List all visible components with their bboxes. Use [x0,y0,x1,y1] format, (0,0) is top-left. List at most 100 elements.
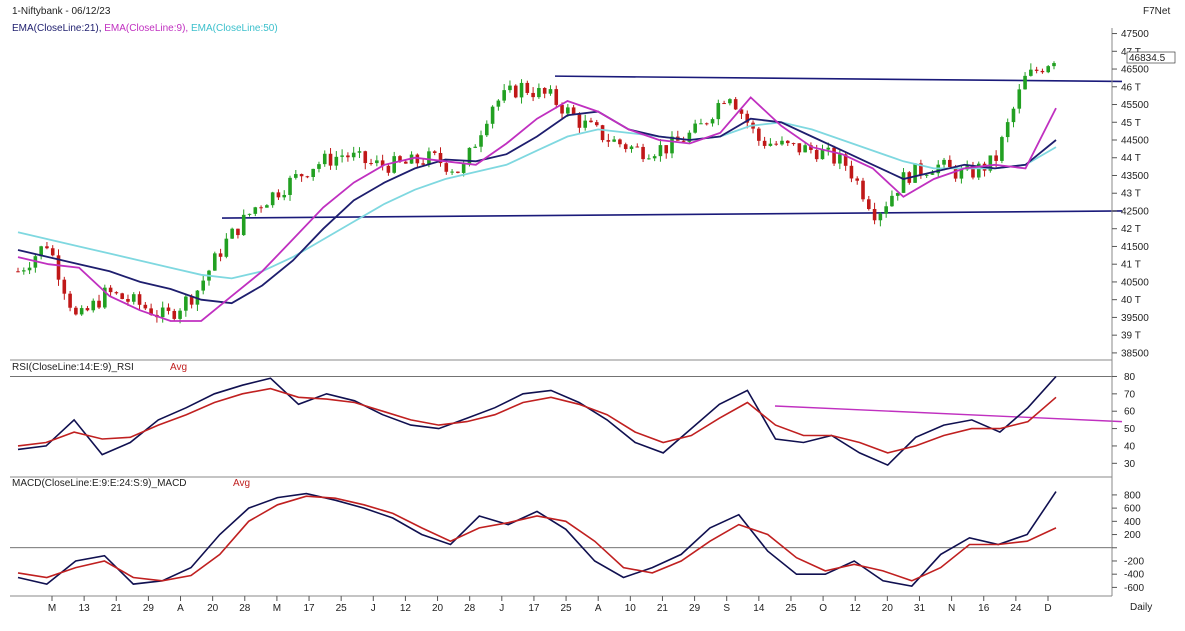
x-tick-label: 16 [978,603,990,614]
x-tick-label: 28 [464,603,476,614]
candle-up [895,192,900,196]
candle-down [948,159,952,168]
candle-down [919,163,923,175]
candle-up [91,300,96,311]
x-tick-label: 31 [914,603,926,614]
candle-up [629,146,634,150]
candle-up [710,119,715,124]
x-tick-label: 20 [882,603,894,614]
candle-down [513,85,518,98]
x-tick-label: 12 [400,603,412,614]
last-price-value: 46834.5 [1129,53,1166,64]
candle-down [733,99,738,110]
candle-down [166,307,171,311]
candle-down [299,174,304,177]
candle-up [728,99,732,104]
candle-up [311,168,315,177]
x-tick-label: M [48,603,56,614]
candle-down [380,160,385,166]
candle-down [560,104,564,114]
candle-up [467,147,472,164]
candle-up [496,100,501,107]
candle-down [971,166,975,178]
price-tick-label: 44500 [1121,136,1149,147]
candle-down [525,82,530,93]
candle-up [1011,108,1016,123]
candle-down [577,114,582,128]
rsi-avg-line [17,387,1057,454]
macd-tick-label: 400 [1124,517,1141,528]
candle-up [890,195,894,207]
candle-down [328,153,333,166]
candle-down [866,199,871,210]
candle-down [259,207,263,209]
candle-up [768,143,773,146]
x-tick-label: 10 [625,603,637,614]
x-tick-label: 17 [303,603,315,614]
candle-up [1029,69,1033,76]
candle-up [317,164,321,169]
resistance-trendline [554,75,1123,83]
x-tick-label: 20 [207,603,219,614]
candle-up [647,158,651,160]
price-tick-label: 45 T [1121,118,1141,129]
candle-up [282,194,287,198]
rsi-tick-label: 30 [1124,459,1136,470]
candle-down [681,140,686,142]
macd-title: MACD(CloseLine:E:9:E:24:S:9)_MACD [12,478,187,489]
ema-legend: EMA(CloseLine:21), EMA(CloseLine:9), EMA… [12,23,278,34]
candle-down [415,154,420,164]
candle-down [745,113,750,123]
candle-up [27,267,32,271]
candle-down [618,139,622,145]
candle-up [1005,122,1010,138]
candle-up [652,156,657,159]
candle-up [375,160,379,164]
candle-up [699,123,703,125]
candle-down [369,163,373,165]
candle-up [780,140,784,145]
candle-down [85,308,90,311]
price-tick-label: 46 T [1121,82,1141,93]
x-tick-label: A [595,603,602,614]
candle-up [201,280,206,291]
candle-up [826,147,831,150]
candle-up [1052,63,1056,67]
ema50-line [17,121,1057,280]
candle-down [641,146,645,160]
candle-down [143,304,148,309]
last-price-badge [1126,51,1176,64]
candle-up [612,139,616,142]
candle-up [878,213,883,221]
price-tick-label: 39 T [1121,331,1141,342]
x-tick-label: O [819,603,827,614]
macd-tick-label: -200 [1124,556,1144,567]
price-tick-label: 41 T [1121,260,1141,271]
candle-up [485,123,489,136]
price-tick-label: 42500 [1121,206,1149,217]
candle-down [861,180,865,200]
candle-down [606,140,611,142]
ema9-legend: EMA(CloseLine:9), [104,23,189,34]
candle-down [363,151,368,164]
candle-up [693,123,697,133]
candle-down [149,308,153,315]
candle-up [322,153,327,165]
vendor-label: F7Net [1143,6,1171,17]
macd-avg-line [17,495,1057,582]
candle-down [50,248,55,256]
price-panel [16,61,1123,324]
candle-up [79,308,84,315]
price-tick-label: 40500 [1121,277,1149,288]
rsi-tick-label: 60 [1124,407,1136,418]
candle-down [843,154,848,166]
candle-down [722,103,726,105]
candle-down [456,171,460,173]
x-tick-label: 25 [336,603,348,614]
candle-up [265,205,269,208]
macd-tick-label: -400 [1124,570,1144,581]
candle-down [594,122,599,126]
x-tick-label: M [273,603,281,614]
candle-down [855,178,860,181]
